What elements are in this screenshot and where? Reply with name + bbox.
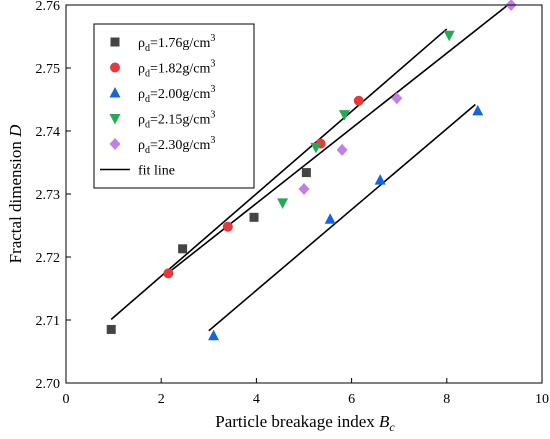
series-5-point-3 <box>391 92 403 105</box>
y-axis-title-var: D <box>6 124 25 138</box>
series-4-point-1 <box>277 198 289 209</box>
series-3-point-1 <box>208 329 220 341</box>
series-4-point-2 <box>310 142 322 154</box>
fit-line-2 <box>165 3 510 276</box>
x-tick-label: 10 <box>535 392 549 407</box>
y-axis-title-text: Fractal dimension <box>6 137 25 264</box>
series-1-point-2 <box>178 244 188 254</box>
legend-items: ρd=1.76g/cm3 ρd=1.82g/cm3 ρd=2.00g/cm3 ρd=2… <box>100 33 215 179</box>
legend-box <box>93 23 255 189</box>
x-tick-label: 0 <box>63 392 70 407</box>
legend-label-1: ρd=1.76g/cm3 <box>138 33 215 54</box>
series-5-point-2 <box>336 143 348 156</box>
series-1-point-1 <box>106 324 116 334</box>
y-tick-label: 2.75 <box>36 62 61 77</box>
y-axis-ticks: 2.70 2.71 2.72 2.73 2.74 2.75 2.76 <box>36 0 71 392</box>
series-2-point-2 <box>222 221 233 232</box>
series-4-point-4 <box>443 30 455 42</box>
series-3-point-3 <box>374 174 386 185</box>
series-2-point-4 <box>353 95 364 106</box>
series-1-point-3 <box>249 212 259 222</box>
legend-symbol-1 <box>110 37 120 47</box>
legend-symbol-4 <box>109 114 121 125</box>
y-tick-label: 2.73 <box>36 188 61 203</box>
y-tick-label: 2.70 <box>36 377 61 392</box>
legend-label-5: ρd=2.30g/cm3 <box>138 135 215 156</box>
x-axis-title-text: Particle breakage index <box>215 412 379 431</box>
legend-label-4: ρd=2.15g/cm3 <box>138 110 215 131</box>
legend-label-3: ρd=2.00g/cm3 <box>138 84 215 105</box>
legend-symbol-3 <box>109 87 121 98</box>
x-axis-ticks: 0 2 4 6 8 10 <box>63 378 549 407</box>
y-tick-label: 2.72 <box>36 251 61 266</box>
series-4-point-3 <box>338 110 350 121</box>
y-tick-label: 2.74 <box>36 125 61 140</box>
legend-label-2: ρd=1.82g/cm3 <box>138 59 215 80</box>
y-tick-label: 2.71 <box>36 314 61 329</box>
legend: ρd=1.76g/cm3 ρd=1.82g/cm3 ρd=2.00g/cm3 ρd=2… <box>93 23 255 189</box>
y-tick-label: 2.76 <box>36 0 61 14</box>
legend-label-fit-line: fit line <box>138 164 175 179</box>
x-axis-title: Particle breakage index Bc <box>215 412 395 434</box>
fit-line-3 <box>208 103 476 332</box>
x-tick-label: 6 <box>348 392 355 407</box>
series-3-point-4 <box>472 104 484 116</box>
x-axis-title-sub: c <box>389 420 395 434</box>
x-tick-label: 2 <box>158 392 165 407</box>
series-3-point-2 <box>324 213 336 224</box>
series-1-point-4 <box>301 168 311 178</box>
x-axis-title-var: B <box>379 412 390 431</box>
series-5-point-1 <box>298 182 310 195</box>
series-2-point-1 <box>163 268 174 279</box>
legend-symbol-2 <box>110 62 120 73</box>
y-axis-title: Fractal dimension D <box>6 124 25 264</box>
data-points <box>106 0 517 341</box>
x-tick-label: 8 <box>443 392 450 407</box>
x-tick-label: 4 <box>253 392 260 407</box>
legend-symbol-5 <box>109 138 121 150</box>
